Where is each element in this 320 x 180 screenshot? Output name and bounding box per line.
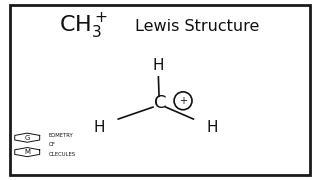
Text: $\mathrm{CH_3^+}$: $\mathrm{CH_3^+}$ [59, 12, 108, 41]
Text: H: H [206, 120, 218, 135]
Text: OLECULES: OLECULES [49, 152, 76, 157]
Text: +: + [179, 96, 187, 106]
Text: G: G [25, 135, 30, 141]
Text: Lewis Structure: Lewis Structure [135, 19, 259, 34]
Text: OF: OF [49, 142, 56, 147]
Text: H: H [153, 58, 164, 73]
Text: C: C [154, 94, 166, 112]
Text: EOMETRY: EOMETRY [49, 133, 74, 138]
Text: M: M [24, 149, 30, 155]
Text: H: H [94, 120, 105, 135]
